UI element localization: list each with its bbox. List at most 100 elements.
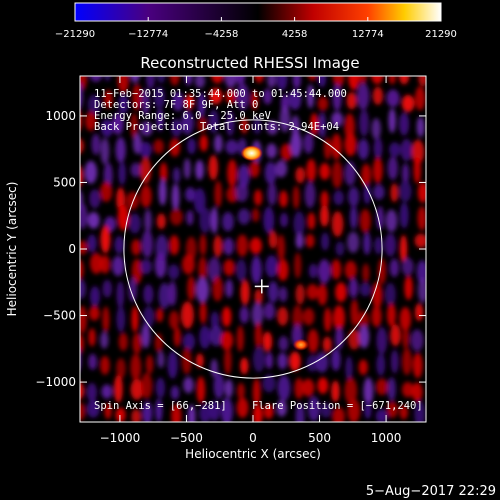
texture-blob bbox=[254, 288, 263, 305]
texture-blob bbox=[154, 333, 163, 353]
texture-blob bbox=[236, 234, 249, 257]
texture-blob bbox=[128, 213, 141, 234]
texture-blob bbox=[236, 259, 247, 282]
colorbar-tick-label: 4258 bbox=[282, 29, 307, 40]
texture-blob bbox=[362, 263, 370, 283]
texture-blob bbox=[359, 208, 371, 233]
spin-axis-marker bbox=[254, 279, 269, 294]
texture-blob bbox=[322, 336, 332, 353]
texture-blob bbox=[226, 186, 239, 203]
flare-source bbox=[292, 338, 309, 351]
texture-blob bbox=[401, 257, 414, 276]
texture-blob bbox=[100, 181, 113, 202]
texture-blob bbox=[390, 183, 399, 203]
texture-blob bbox=[289, 351, 301, 372]
texture-blob bbox=[279, 190, 288, 208]
texture-blob bbox=[344, 260, 357, 280]
texture-blob bbox=[80, 83, 83, 110]
texture-blob bbox=[349, 278, 358, 298]
texture-blob bbox=[363, 377, 374, 406]
texture-blob bbox=[80, 333, 84, 354]
texture-blob bbox=[304, 181, 316, 209]
texture-blob bbox=[169, 235, 180, 256]
texture-blob bbox=[318, 112, 326, 138]
texture-blob bbox=[156, 307, 164, 323]
texture-blob bbox=[236, 397, 249, 418]
texture-blob bbox=[295, 232, 304, 249]
texture-blob bbox=[249, 237, 262, 255]
texture-blob bbox=[307, 328, 319, 353]
texture-blob bbox=[357, 138, 369, 160]
annotation-detectors: Detectors: 7F 8F 9F, Att 0 bbox=[94, 99, 258, 111]
texture-blob bbox=[130, 379, 144, 400]
texture-blob bbox=[417, 182, 426, 203]
texture-blob bbox=[103, 89, 113, 109]
texture-blob bbox=[374, 236, 383, 255]
texture-blob bbox=[417, 277, 426, 303]
texture-blob bbox=[87, 234, 97, 253]
texture-blob bbox=[131, 305, 139, 333]
texture-blob bbox=[210, 206, 218, 234]
texture-blob bbox=[332, 305, 346, 331]
texture-blob bbox=[131, 239, 142, 256]
texture-blob bbox=[278, 286, 288, 303]
texture-blob bbox=[169, 76, 180, 86]
texture-blob bbox=[250, 90, 259, 110]
texture-blob bbox=[416, 116, 425, 138]
texture-blob bbox=[347, 231, 360, 253]
texture-blob bbox=[115, 137, 126, 163]
texture-blob bbox=[346, 92, 357, 110]
texture-blob bbox=[141, 323, 151, 349]
texture-blob bbox=[333, 190, 344, 206]
texture-blob bbox=[225, 139, 239, 155]
texture-blob bbox=[154, 252, 167, 278]
texture-blob bbox=[236, 325, 244, 352]
texture-blob bbox=[268, 230, 278, 249]
texture-blob bbox=[199, 301, 207, 324]
texture-blob bbox=[414, 233, 426, 248]
x-tick-label: −1000 bbox=[100, 431, 141, 445]
texture-blob bbox=[153, 139, 164, 154]
texture-blob bbox=[224, 379, 233, 398]
texture-blob bbox=[331, 160, 343, 189]
texture-blob bbox=[199, 207, 212, 233]
texture-blob bbox=[375, 409, 388, 422]
texture-blob bbox=[197, 116, 208, 133]
texture-blob bbox=[277, 234, 286, 262]
texture-blob bbox=[104, 402, 112, 420]
texture-blob bbox=[212, 276, 223, 302]
texture-blob bbox=[87, 94, 101, 115]
texture-blob bbox=[277, 307, 289, 326]
texture-blob bbox=[359, 282, 371, 297]
texture-blob bbox=[332, 406, 345, 422]
texture-blob bbox=[303, 132, 314, 154]
texture-blob bbox=[100, 355, 110, 375]
texture-blob bbox=[128, 277, 137, 303]
y-tick-label: 0 bbox=[68, 242, 76, 256]
texture-blob bbox=[390, 324, 401, 347]
texture-blob bbox=[169, 208, 183, 226]
texture-blob bbox=[323, 137, 332, 160]
texture-blob bbox=[86, 400, 100, 418]
texture-blob bbox=[226, 110, 235, 137]
texture-blob bbox=[371, 118, 381, 140]
texture-blob bbox=[220, 397, 233, 422]
texture-blob bbox=[416, 260, 426, 284]
colorbar-tick-label: 12774 bbox=[352, 29, 384, 40]
texture-blob bbox=[253, 117, 262, 135]
texture-blob bbox=[402, 326, 410, 350]
texture-blob bbox=[131, 409, 142, 422]
texture-blob bbox=[115, 407, 126, 422]
texture-blob bbox=[361, 163, 372, 188]
colorbar-ticks: −21290 −12774 −4258 4258 12774 21290 bbox=[55, 17, 457, 40]
y-tick-label: 1000 bbox=[45, 109, 76, 123]
texture-blob bbox=[399, 76, 410, 85]
texture-blob bbox=[331, 259, 342, 280]
texture-blob bbox=[350, 205, 358, 230]
texture-blob bbox=[84, 160, 98, 184]
texture-blob bbox=[80, 279, 86, 300]
texture-blob bbox=[185, 94, 194, 110]
texture-blob bbox=[401, 348, 412, 376]
texture-blob bbox=[114, 374, 123, 403]
texture-blob bbox=[301, 378, 315, 397]
